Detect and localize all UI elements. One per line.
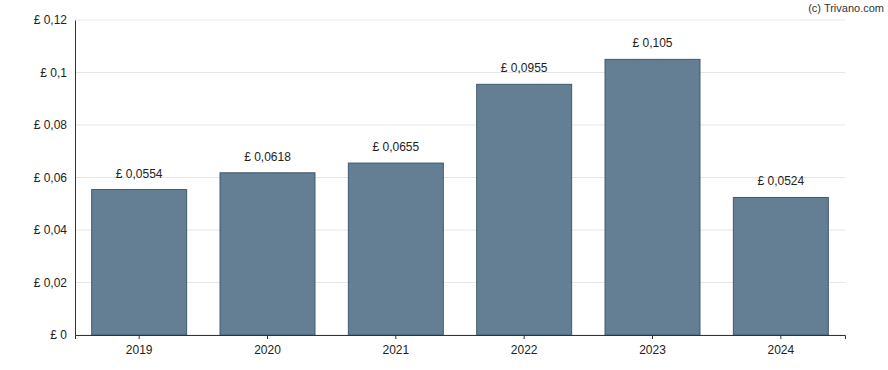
- x-tick: 2022: [511, 335, 538, 357]
- data-label: £ 0,0618: [244, 150, 291, 164]
- bar: [220, 173, 315, 335]
- data-label: £ 0,0554: [116, 167, 163, 181]
- bar: [348, 163, 443, 335]
- bars: [92, 59, 829, 335]
- x-tick-label: 2021: [382, 343, 409, 357]
- x-axis-line: [76, 336, 846, 340]
- y-tick-label: £ 0,12: [34, 13, 68, 27]
- x-tick-label: 2023: [639, 343, 666, 357]
- y-tick-label: £ 0: [50, 328, 67, 342]
- grid-line: [75, 72, 845, 73]
- annotation: (c) Trivano.com: [808, 2, 884, 14]
- y-tick: £ 0,1: [40, 66, 75, 80]
- y-axis-line: [75, 21, 76, 336]
- x-tick: 2020: [254, 335, 281, 357]
- bar: [92, 190, 187, 335]
- y-tick-label: £ 0,08: [34, 118, 68, 132]
- plot: £ 0 £ 0,02 £ 0,04 £ 0,06 £ 0,08 £ 0,1 £ 0,12 20…: [34, 13, 846, 356]
- x-tick-label: 2024: [767, 343, 794, 357]
- data-label: £ 0,105: [632, 36, 672, 50]
- grid-line: [75, 282, 845, 283]
- x-tick-label: 2019: [126, 343, 153, 357]
- x-tick-label: 2020: [254, 343, 281, 357]
- data-label: £ 0,0655: [372, 140, 419, 154]
- y-tick-label: £ 0,06: [34, 171, 68, 185]
- data-label: £ 0,0524: [757, 174, 804, 188]
- x-tick: 2023: [639, 335, 666, 357]
- y-axis: £ 0 £ 0,02 £ 0,04 £ 0,06 £ 0,08 £ 0,1 £ 0,12: [34, 13, 76, 342]
- x-tick: 2021: [382, 335, 409, 357]
- y-tick: £ 0,08: [34, 118, 75, 132]
- y-tick-label: £ 0,1: [40, 66, 67, 80]
- grid-line: [75, 125, 845, 126]
- data-label: £ 0,0955: [501, 61, 548, 75]
- y-tick: £ 0,04: [34, 223, 75, 237]
- grid-line: [75, 177, 845, 178]
- y-tick-label: £ 0,04: [34, 223, 68, 237]
- y-tick-label: £ 0,02: [34, 276, 68, 290]
- x-tick: 2024: [767, 335, 794, 357]
- x-tick-mark: [395, 335, 396, 339]
- bar: [733, 197, 828, 335]
- x-tick-label: 2022: [511, 343, 538, 357]
- y-tick: £ 0: [50, 328, 75, 342]
- grid-line: [75, 20, 845, 21]
- x-tick-mark: [524, 335, 525, 339]
- x-tick-mark: [780, 335, 781, 339]
- chart: £ 0 £ 0,02 £ 0,04 £ 0,06 £ 0,08 £ 0,1 £ 0,12 20…: [0, 0, 888, 370]
- bar: [605, 59, 700, 335]
- y-tick: £ 0,06: [34, 171, 75, 185]
- grid-line: [75, 230, 845, 231]
- y-tick: £ 0,02: [34, 276, 75, 290]
- x-tick-mark: [267, 335, 268, 339]
- x-tick-mark: [139, 335, 140, 339]
- x-tick-mark: [652, 335, 653, 339]
- x-tick: 2019: [126, 335, 153, 357]
- bar: [477, 84, 572, 335]
- data-labels: £ 0,0554 £ 0,0618 £ 0,0655 £ 0,0955 £ 0,105 £…: [116, 36, 805, 188]
- grid: [75, 20, 845, 335]
- x-axis: 2019 2020 2021 2022 2023 2024: [76, 335, 846, 357]
- y-tick: £ 0,12: [34, 13, 75, 27]
